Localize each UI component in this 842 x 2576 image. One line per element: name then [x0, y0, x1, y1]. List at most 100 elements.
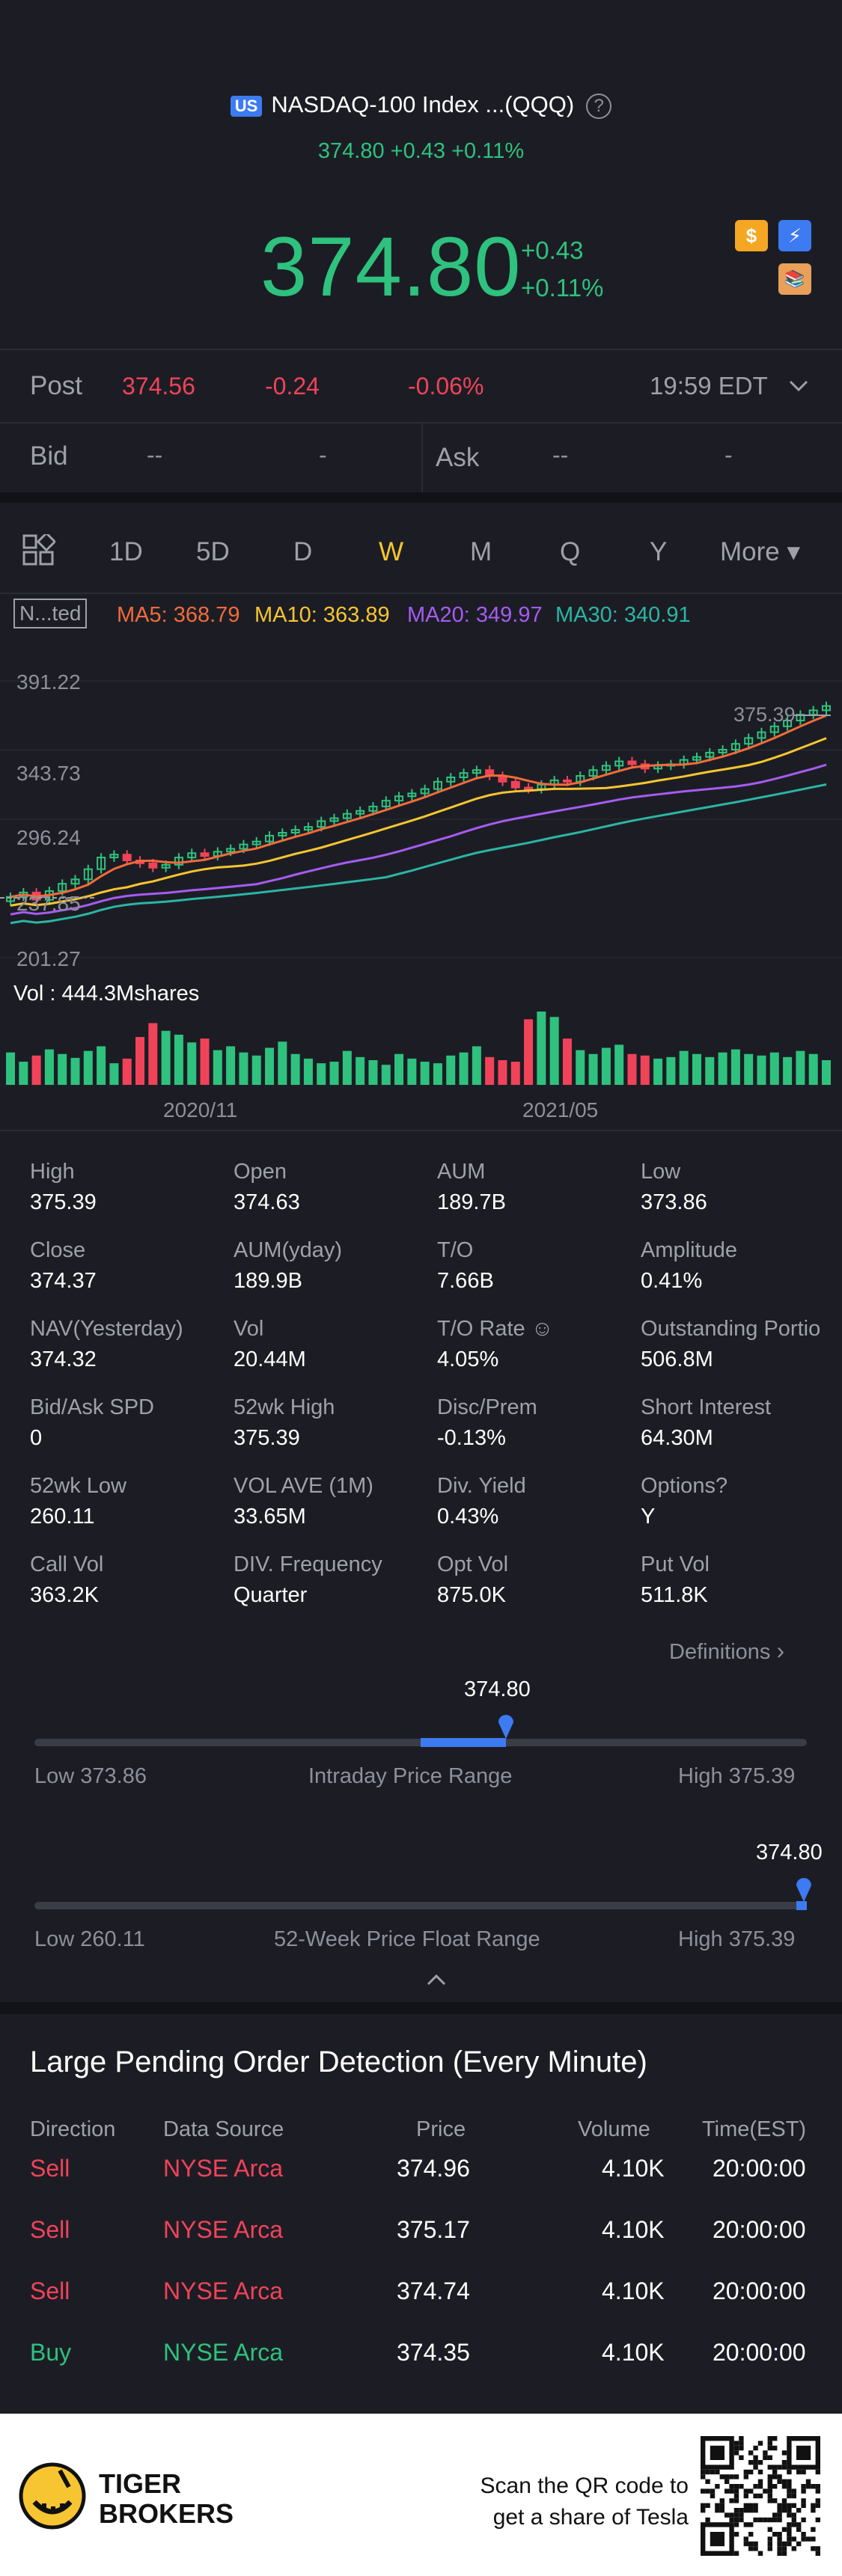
order-row[interactable]: Buy NYSE Arca 374.35 4.10K 20:00:00 [0, 2339, 842, 2384]
ticker-title-row[interactable]: US NASDAQ-100 Index ...(QQQ)? [0, 91, 842, 119]
tab-1d[interactable]: 1D [109, 537, 143, 566]
candle [433, 777, 442, 794]
volume-bar [317, 1063, 326, 1085]
ma30-line [10, 783, 827, 925]
volume-bar [70, 1057, 80, 1085]
stat-cell: NAV(Yesterday) 374.32 [30, 1317, 183, 1372]
stat-label: Options? [641, 1474, 728, 1498]
stat-value: 4.05% [437, 1347, 499, 1371]
stat-cell: AUM 189.7B [437, 1160, 506, 1215]
candle [83, 864, 93, 884]
volume-bar [510, 1062, 520, 1085]
tab-y[interactable]: Y [650, 537, 668, 566]
stat-cell: T/O 7.66B [437, 1238, 494, 1294]
stat-cell: 52wk High 375.39 [234, 1395, 335, 1451]
tab-more[interactable]: More ▾ [720, 537, 801, 566]
candle [822, 701, 831, 715]
stat-label: Short Interest [641, 1395, 772, 1419]
volume-chart[interactable] [0, 1006, 842, 1088]
tab-d[interactable]: D [293, 537, 313, 566]
ask-size: - [724, 441, 733, 468]
section-divider [0, 492, 842, 503]
candle [769, 721, 779, 737]
stat-label: Outstanding Portio [641, 1317, 821, 1341]
volume-bar [251, 1055, 261, 1085]
stat-cell: Open 374.63 [234, 1160, 300, 1215]
stat-value: Quarter [234, 1583, 308, 1607]
order-row[interactable]: Sell NYSE Arca 374.96 4.10K 20:00:00 [0, 2155, 842, 2200]
sub-quote: 374.80 +0.43 +0.11% [0, 139, 842, 164]
ask-label: Ask [436, 443, 480, 472]
dollar-icon[interactable]: $ [735, 220, 768, 251]
tab-w[interactable]: W [379, 537, 404, 566]
volume-bar [342, 1050, 352, 1085]
layout-icon[interactable] [22, 534, 55, 567]
candle [381, 796, 391, 811]
candle [485, 765, 495, 780]
sub-price: 374.80 [317, 139, 385, 163]
candle [187, 848, 197, 862]
post-time: 19:59 EDT [650, 372, 768, 400]
y-tick-3: 296.24 [16, 826, 81, 849]
quote-header: US NASDAQ-100 Index ...(QQQ)? 374.80 +0.4… [0, 0, 842, 348]
order-row[interactable]: Sell NYSE Arca 375.17 4.10K 20:00:00 [0, 2216, 842, 2261]
week52-low: Low 260.11 [34, 1927, 145, 1951]
volume-bar [420, 1062, 430, 1085]
volume-bar [640, 1055, 650, 1085]
volume-bar [135, 1037, 145, 1085]
volume-label: Vol : 444.3Mshares [13, 982, 200, 1006]
stat-value: -0.13% [437, 1426, 506, 1450]
stat-value: 363.2K [30, 1583, 99, 1607]
candle [200, 848, 210, 861]
volume-bar [290, 1053, 300, 1085]
volume-bar [356, 1056, 365, 1085]
stat-value: 260.11 [30, 1505, 95, 1529]
help-icon[interactable]: ? [586, 93, 612, 119]
chevron-down-icon[interactable] [789, 380, 808, 392]
info-icon[interactable]: ☺ [525, 1317, 554, 1341]
order-source: NYSE Arca [163, 2216, 284, 2243]
y-tick-1: 391.22 [16, 670, 81, 694]
tab-m[interactable]: M [470, 537, 492, 566]
order-row[interactable]: Sell NYSE Arca 374.74 4.10K 20:00:00 [0, 2277, 842, 2322]
candle [679, 755, 689, 769]
volume-bar [730, 1049, 740, 1085]
flash-icon[interactable]: ⚡ [778, 220, 811, 251]
post-market-row[interactable]: Post 374.56 -0.24 -0.06% 19:59 EDT [0, 350, 842, 422]
volume-bar [58, 1053, 67, 1085]
volume-bar [31, 1055, 41, 1085]
volume-bar [394, 1053, 404, 1085]
candle [356, 806, 365, 819]
stat-value: 189.9B [234, 1269, 302, 1293]
order-volume: 4.10K [602, 2216, 665, 2243]
stat-label: T/O [437, 1238, 474, 1262]
volume-bar [808, 1053, 818, 1085]
volume-bar [549, 1017, 559, 1085]
volume-bar [200, 1038, 210, 1085]
stat-label: T/O Rate ☺ [437, 1317, 554, 1341]
x-label-1: 2020/11 [163, 1098, 238, 1122]
ma20-line [10, 763, 827, 916]
stat-cell: Call Vol 363.2K [30, 1552, 103, 1608]
definitions-link[interactable]: Definitions › [669, 1637, 784, 1665]
price-change-pct: +0.11% [521, 274, 604, 302]
tab-5d[interactable]: 5D [196, 537, 230, 566]
stat-cell: VOL AVE (1M) 33.65M [234, 1474, 373, 1529]
price-change: +0.43 [521, 236, 584, 264]
brand-name: TIGER BROKERS [99, 2469, 234, 2529]
volume-bar [433, 1063, 442, 1085]
orders-header-direction: Direction [30, 2117, 116, 2141]
education-icon[interactable]: 📚 [778, 263, 811, 295]
volume-bar [148, 1023, 158, 1085]
chevron-up-icon[interactable] [427, 1974, 446, 1986]
adjust-toggle[interactable]: N...ted [13, 599, 88, 628]
candlestick-chart[interactable] [0, 643, 842, 973]
volume-bar [44, 1049, 54, 1085]
tab-q[interactable]: Q [560, 537, 581, 566]
week52-title: 52-Week Price Float Range [274, 1927, 540, 1951]
candle [278, 828, 287, 840]
order-source: NYSE Arca [163, 2339, 284, 2366]
volume-bar [161, 1030, 171, 1085]
qr-code-icon[interactable] [701, 2436, 820, 2556]
volume-bar [562, 1038, 572, 1085]
